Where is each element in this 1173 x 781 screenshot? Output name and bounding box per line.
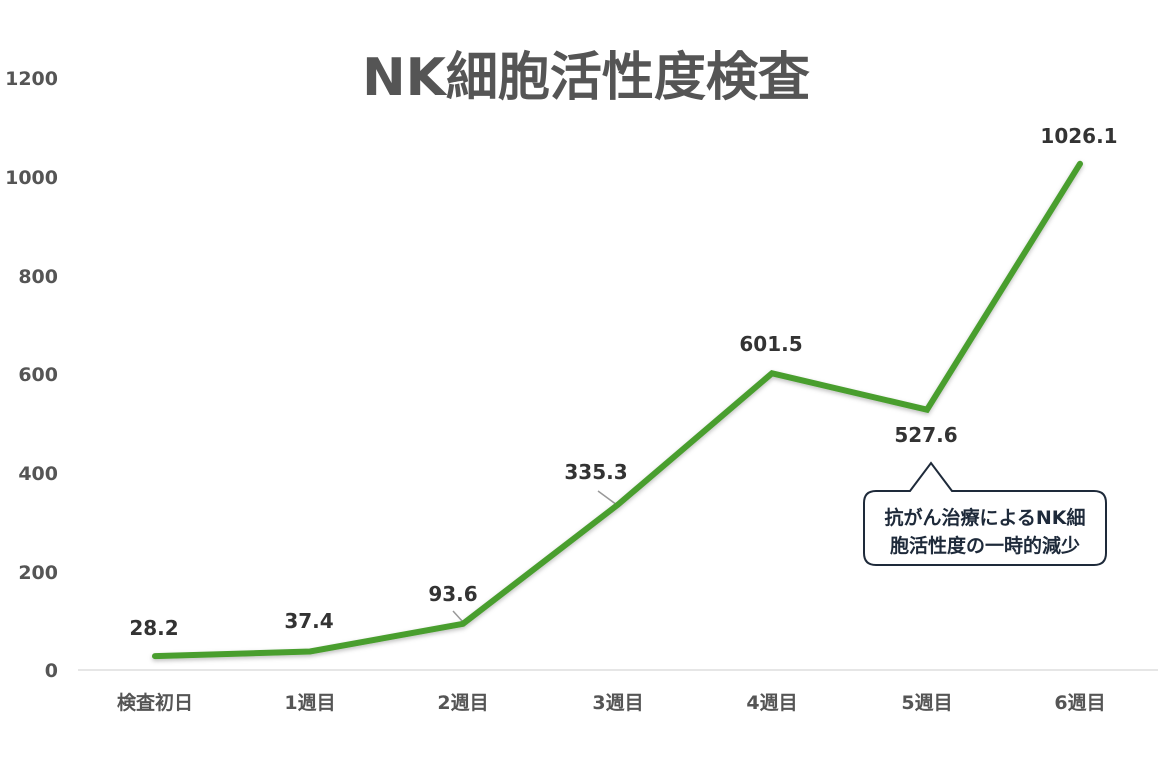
y-tick-label: 0 xyxy=(45,660,58,682)
callout-text-line1: 抗がん治療によるNK細 xyxy=(884,506,1085,529)
x-tick-label: 6週目 xyxy=(1054,692,1105,714)
data-labels: 28.2 37.4 93.6 335.3 601.5 527.6 1026.1 xyxy=(129,124,1117,640)
y-tick-label: 600 xyxy=(18,364,58,386)
y-tick-label: 200 xyxy=(18,562,58,584)
x-axis: 検査初日 1週目 2週目 3週目 4週目 5週目 6週目 xyxy=(117,691,1106,714)
data-label: 335.3 xyxy=(564,460,627,484)
y-axis: 1200 1000 800 600 400 200 0 xyxy=(5,68,58,682)
data-label: 37.4 xyxy=(284,609,333,633)
leader-line xyxy=(452,610,464,623)
x-tick-label: 5週目 xyxy=(901,692,952,714)
series-line xyxy=(152,160,1083,660)
data-label: 1026.1 xyxy=(1040,124,1117,148)
data-label: 527.6 xyxy=(894,423,957,447)
x-tick-label: 検査初日 xyxy=(117,691,193,714)
chart-title: NK細胞活性度検査 xyxy=(362,48,810,108)
data-label: 601.5 xyxy=(739,332,802,356)
y-tick-label: 800 xyxy=(18,266,58,288)
annotation-callout: 抗がん治療によるNK細 胞活性度の一時的減少 xyxy=(863,461,1107,566)
y-tick-label: 400 xyxy=(18,463,58,485)
x-tick-label: 3週目 xyxy=(592,692,643,714)
x-tick-label: 4週目 xyxy=(746,692,797,714)
leader-line xyxy=(597,490,618,506)
callout-bubble xyxy=(863,461,1107,566)
x-tick-label: 2週目 xyxy=(437,692,488,714)
x-tick-label: 1週目 xyxy=(284,692,335,714)
data-label: 93.6 xyxy=(428,582,477,606)
callout-text-line2: 胞活性度の一時的減少 xyxy=(890,534,1080,557)
data-label: 28.2 xyxy=(129,616,178,640)
y-tick-label: 1000 xyxy=(5,167,58,189)
y-tick-label: 1200 xyxy=(5,68,58,90)
